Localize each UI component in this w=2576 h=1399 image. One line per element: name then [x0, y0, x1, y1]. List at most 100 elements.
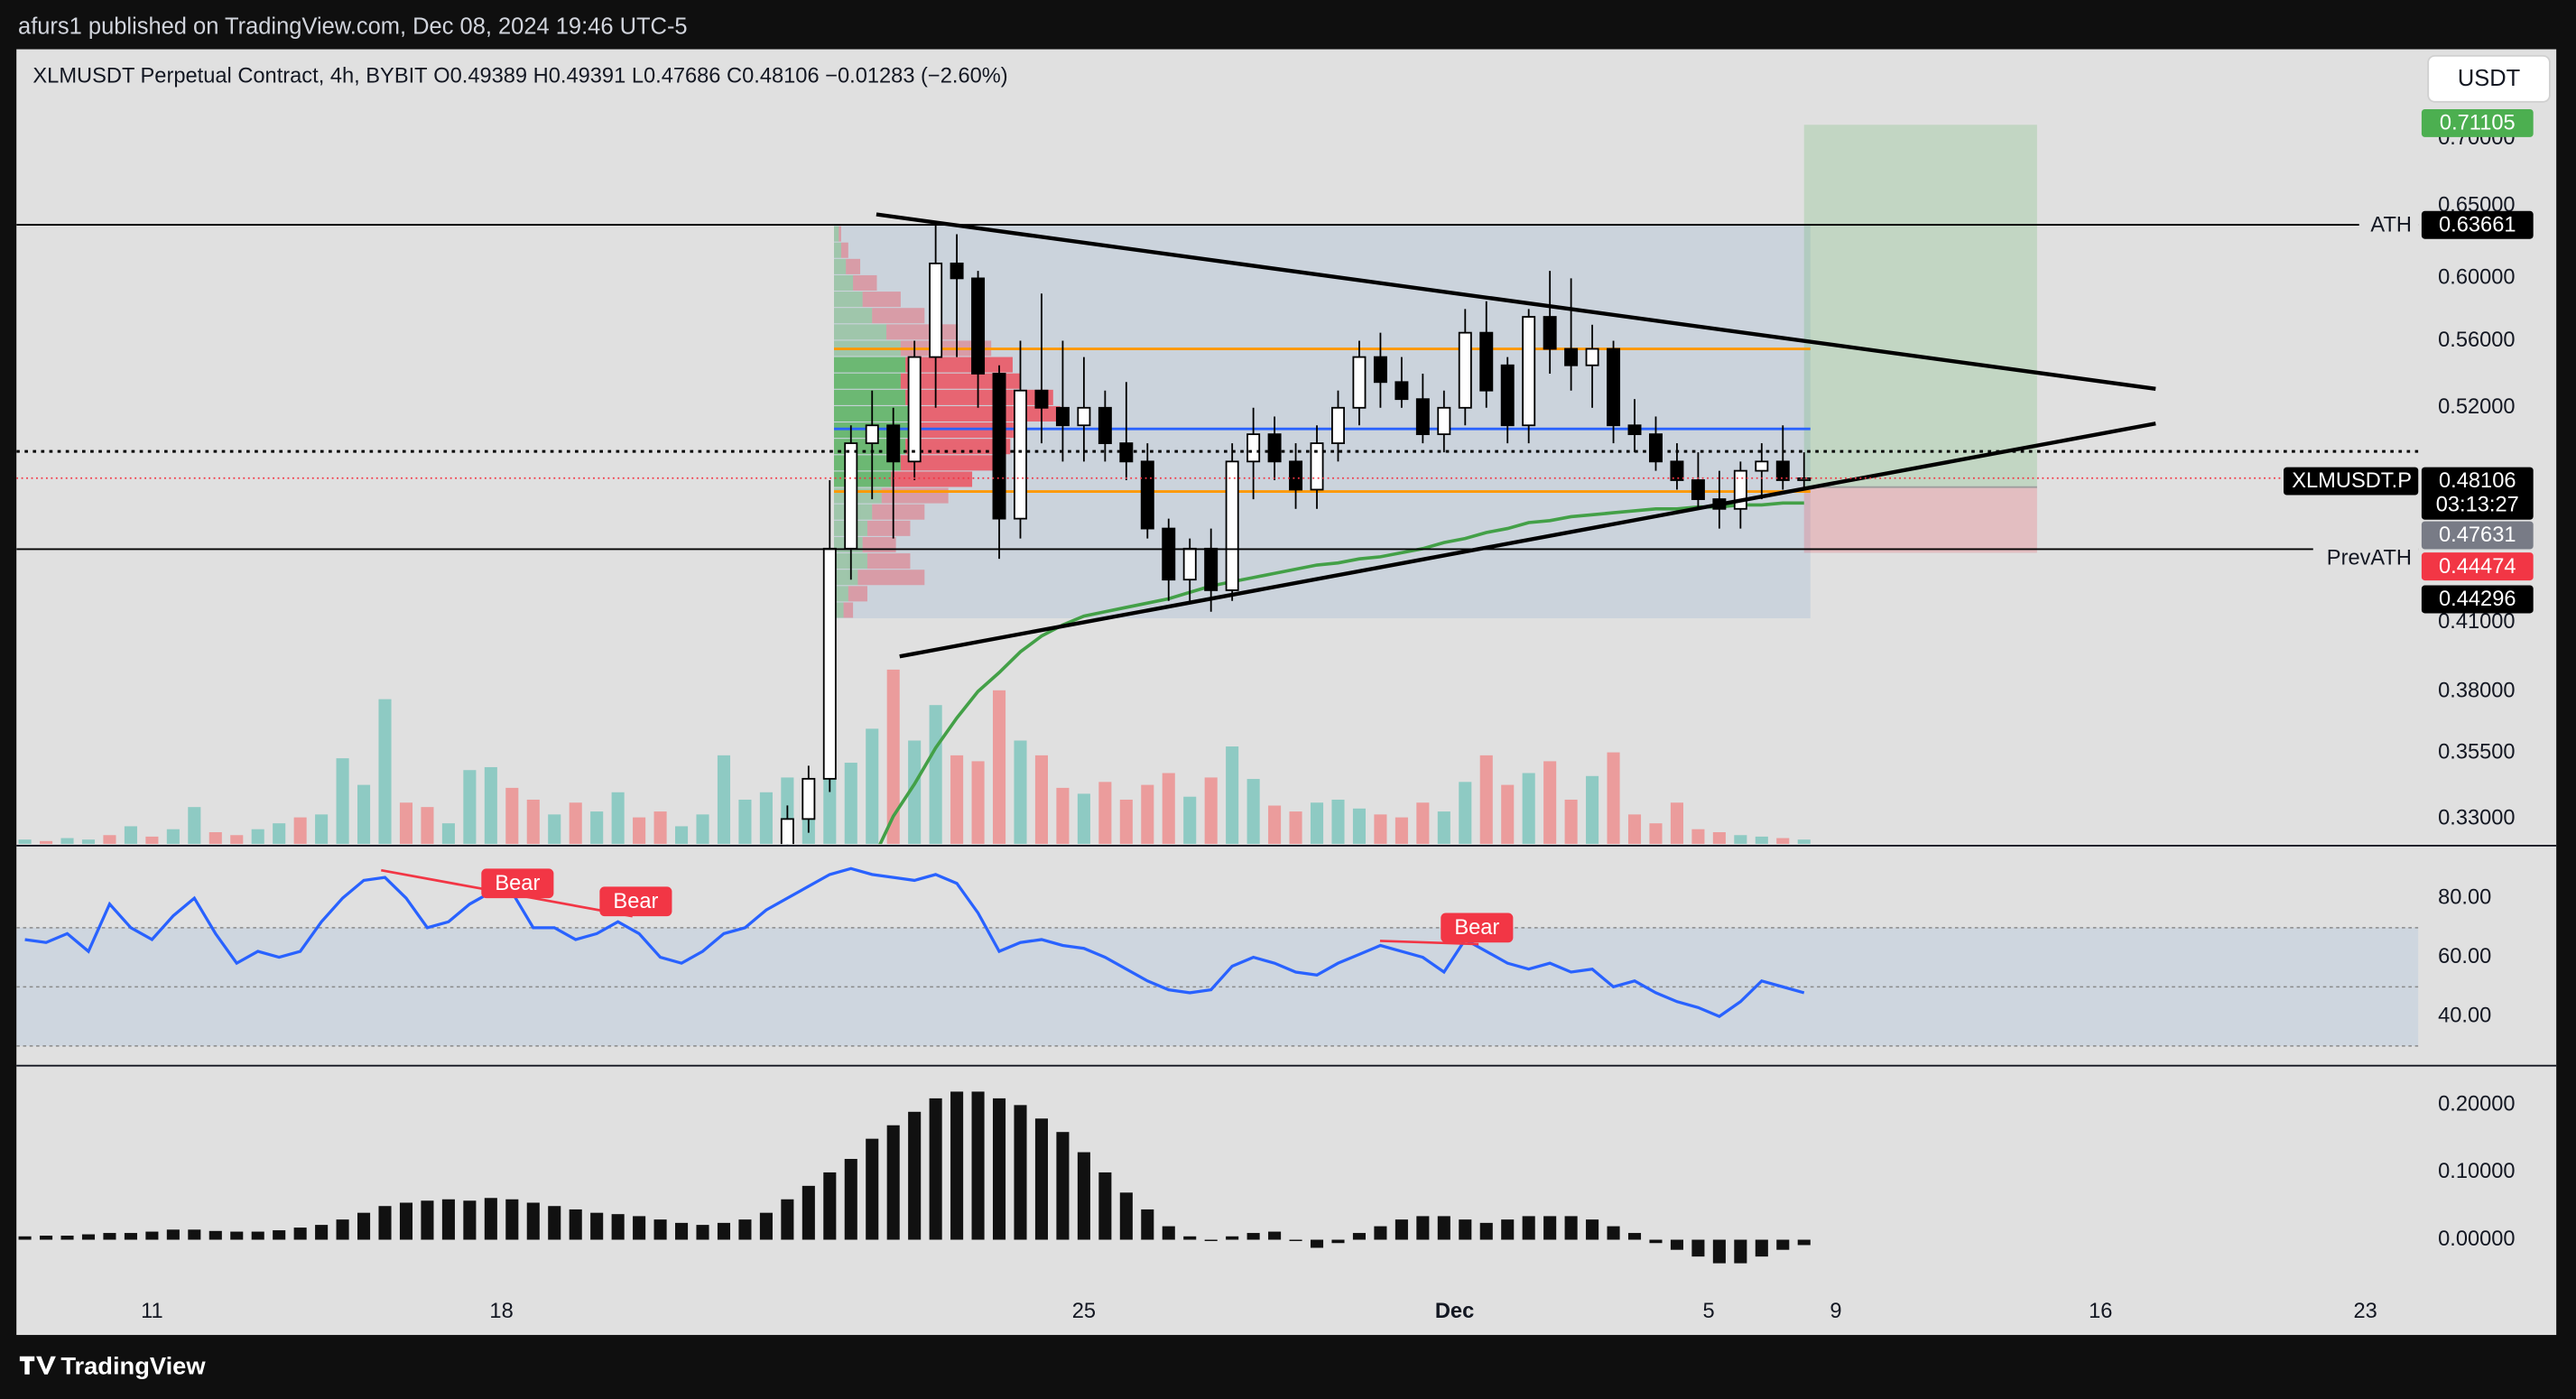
candle-body	[886, 424, 901, 463]
volume-bar	[674, 826, 689, 845]
x-tick-label: 5	[1703, 1300, 1715, 1323]
target-tag-bg	[2421, 108, 2534, 137]
volume-bar	[1755, 836, 1768, 845]
level-tag: 0.44474	[2439, 555, 2516, 579]
histogram-bar	[1374, 1226, 1387, 1240]
profile-down	[866, 553, 911, 570]
volume-bar	[1310, 802, 1324, 845]
candle-body	[802, 777, 816, 820]
symbol-tag-bg	[2284, 467, 2419, 496]
candle-body	[1797, 477, 1812, 481]
rsi-tick-label: 80.00	[2438, 885, 2491, 909]
histogram-bar	[166, 1229, 180, 1240]
volume-bar	[1034, 755, 1049, 845]
candle-body	[780, 818, 794, 845]
volume-bar	[1416, 802, 1430, 845]
volume-bar	[929, 705, 942, 845]
level-tag-bg	[2421, 210, 2534, 239]
histogram-bar	[293, 1228, 307, 1240]
histogram-bar	[950, 1091, 964, 1240]
histogram-bar	[1310, 1239, 1324, 1248]
profile-up	[833, 602, 844, 618]
candle-body	[1162, 527, 1176, 581]
candle-body	[950, 262, 964, 280]
histogram-bar	[886, 1125, 900, 1240]
histogram-bar	[611, 1214, 625, 1240]
volume-bar	[1670, 802, 1683, 845]
hist-tick-label: 0.10000	[2438, 1160, 2515, 1183]
profile-down	[900, 373, 1020, 389]
level-label: ATH	[2370, 213, 2412, 236]
histogram-bar	[251, 1231, 264, 1240]
histogram-bar	[1459, 1219, 1472, 1240]
rsi-tick-label: 60.00	[2438, 945, 2491, 968]
candle-body	[1140, 460, 1154, 530]
rsi-line	[24, 866, 1805, 1018]
annotation-box	[599, 886, 672, 917]
volume-bar	[40, 840, 53, 845]
symbol: XLMUSDT Perpetual Contract, 4h, BYBIT	[32, 65, 427, 88]
profile-down	[886, 324, 959, 340]
histogram-bar	[81, 1234, 96, 1240]
histogram-bar	[103, 1233, 116, 1240]
x-tick-label: 9	[1830, 1300, 1841, 1323]
candle-body	[1352, 356, 1367, 409]
histogram-bar	[1543, 1216, 1557, 1240]
volume-bar	[1014, 740, 1027, 845]
profile-down	[857, 570, 925, 586]
currency-button[interactable]	[2427, 54, 2551, 103]
publisher: afurs1 published on TradingView.com, Dec…	[18, 14, 688, 40]
histogram-bar	[505, 1199, 519, 1240]
profile-up	[833, 242, 841, 258]
candle-body	[822, 547, 837, 780]
histogram-bar	[823, 1172, 837, 1240]
histogram-bar	[781, 1199, 794, 1240]
target-zone	[1803, 125, 2037, 487]
volume-bar	[18, 839, 32, 845]
volume-bar	[1331, 799, 1345, 845]
ohlc-value: 0.49391	[549, 65, 625, 88]
volume-bar	[1607, 752, 1620, 845]
currency[interactable]: USDT	[2458, 66, 2520, 91]
candle-body	[865, 424, 879, 444]
volume-bar	[1246, 779, 1260, 845]
histogram-bar	[717, 1222, 731, 1240]
axes: 0.700000.650000.600000.560000.520000.410…	[141, 108, 2534, 1323]
ohlc-key: L	[632, 65, 644, 88]
histogram-bar	[1141, 1209, 1154, 1240]
candle-body	[1077, 406, 1091, 427]
volume-bar	[1204, 777, 1218, 845]
hist-tick-label: 0.00000	[2438, 1228, 2515, 1251]
histogram-bar	[633, 1216, 646, 1240]
profile-down	[846, 258, 861, 274]
trendline	[876, 212, 2156, 391]
histogram-bar	[590, 1212, 604, 1240]
profile-up	[833, 586, 848, 602]
histogram-bar	[1226, 1236, 1239, 1240]
volume-bar	[1141, 784, 1154, 845]
profile-up	[833, 389, 906, 405]
histogram-bar	[759, 1212, 773, 1240]
volume-bar	[1352, 808, 1366, 845]
histogram-bar	[1607, 1226, 1620, 1240]
histogram-bar	[1501, 1219, 1515, 1240]
profile-up	[833, 292, 863, 308]
volume-bar	[908, 740, 922, 845]
histogram-bar	[696, 1225, 709, 1240]
annotation-box	[481, 868, 554, 899]
candle-body	[1098, 406, 1112, 444]
candle-body	[1415, 398, 1430, 436]
histogram-bar	[188, 1229, 201, 1240]
profile-down	[839, 226, 841, 242]
profile-up	[833, 471, 892, 487]
candle-body	[1204, 547, 1219, 591]
profile-up	[833, 570, 858, 586]
x-tick-label: 18	[489, 1300, 513, 1323]
volume-bar	[548, 814, 561, 845]
brand-logo	[19, 1356, 56, 1375]
target-tag: 0.71105	[2440, 112, 2516, 135]
volume-bar	[399, 802, 413, 845]
candle-body	[907, 356, 922, 463]
volume-bar	[230, 835, 244, 845]
y-tick-label: 0.38000	[2438, 679, 2515, 702]
